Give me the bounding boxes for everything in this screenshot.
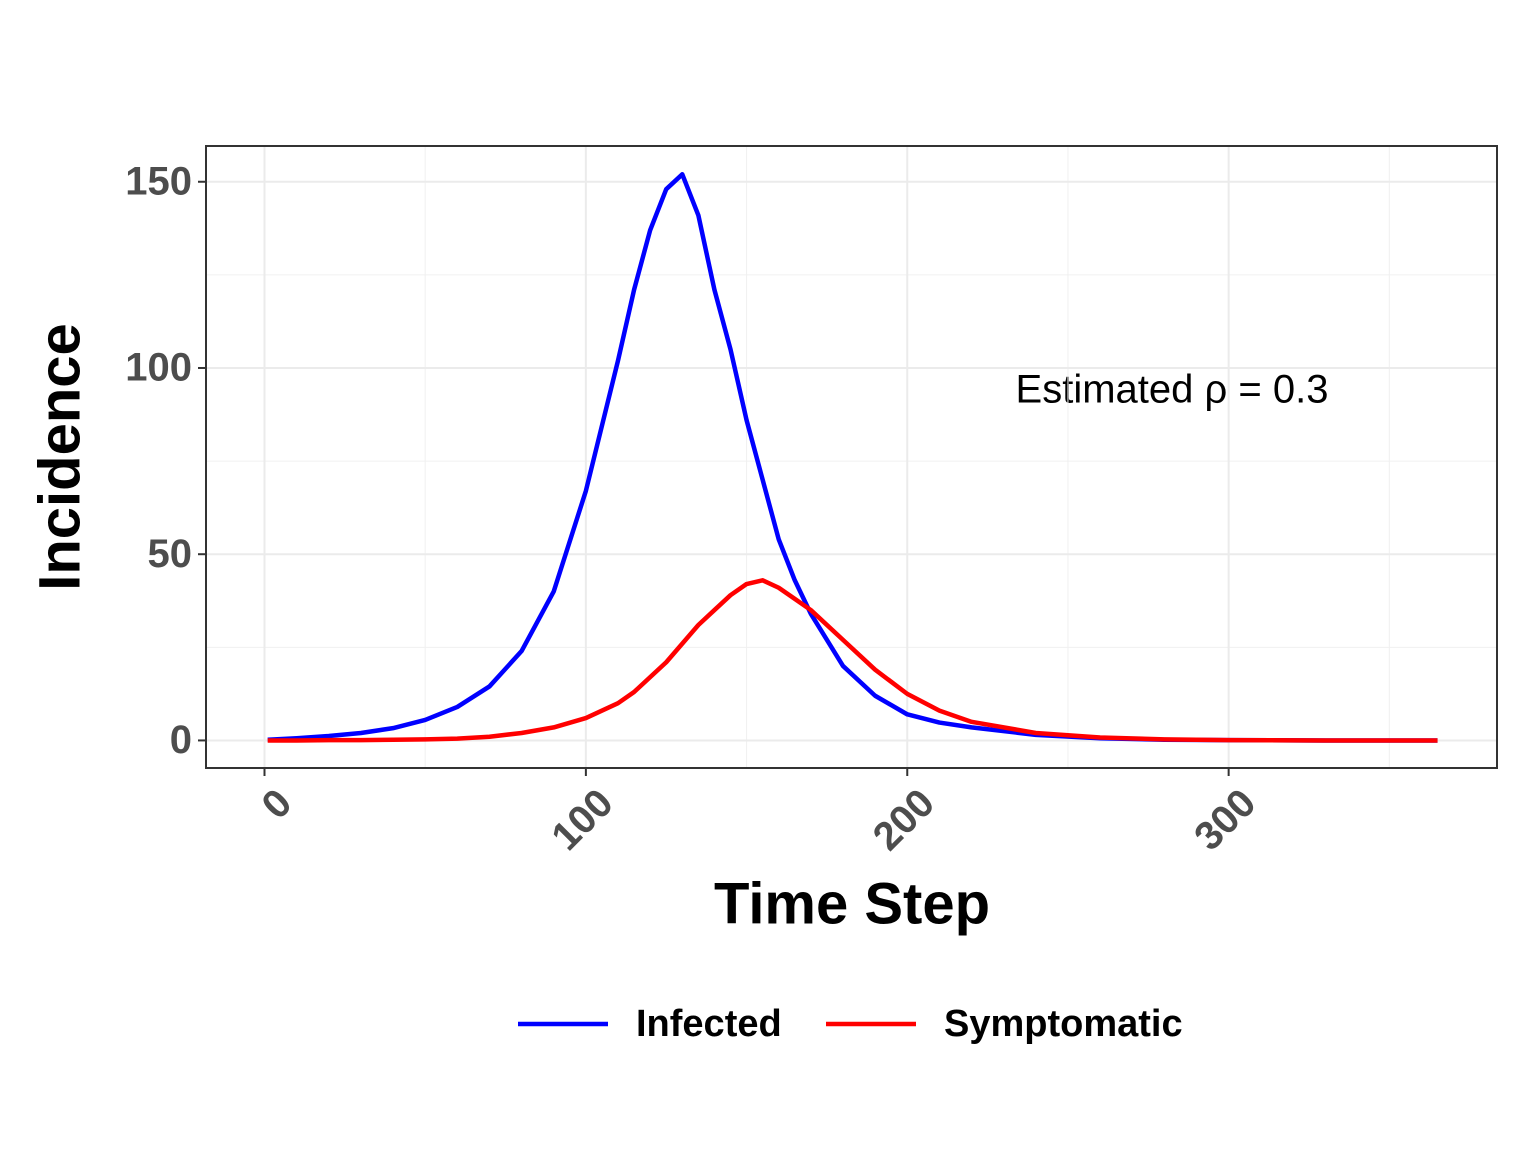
y-tick-label: 150: [125, 159, 192, 203]
legend-label: Symptomatic: [944, 1003, 1183, 1045]
data-line: [267, 578, 1438, 743]
data-line: [267, 172, 1438, 743]
y-axis-title: Incidence: [27, 323, 92, 591]
panel-border: [205, 145, 1498, 769]
annotation: Estimated ρ = 0.3: [1016, 368, 1329, 412]
legend-label: Infected: [636, 1003, 782, 1045]
y-tick-label: 50: [148, 532, 193, 576]
x-axis-title: Time Step: [714, 871, 990, 936]
y-tick-label: 0: [170, 718, 192, 762]
y-tick-label: 100: [125, 346, 192, 390]
